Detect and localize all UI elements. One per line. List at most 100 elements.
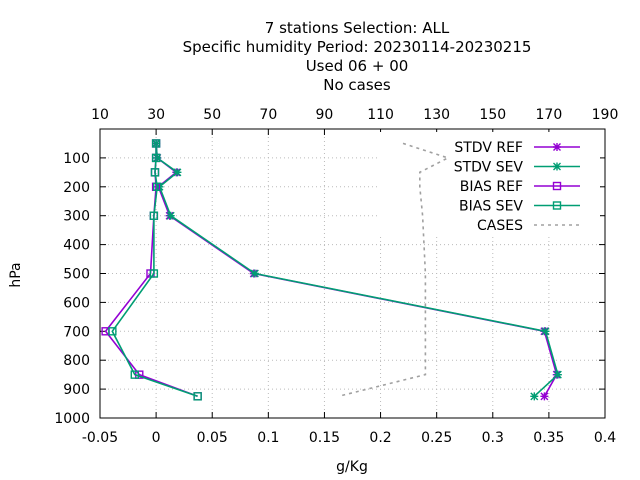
series-cases — [338, 142, 450, 398]
data-point — [149, 269, 159, 278]
legend-entry: BIAS REF — [460, 179, 580, 195]
legend-marker — [553, 162, 561, 171]
marker-square — [151, 139, 161, 148]
x2-tick-label: 110 — [367, 107, 394, 123]
marker-square — [149, 211, 159, 220]
x-tick-label: 0.2 — [369, 430, 391, 446]
marker-square — [193, 392, 202, 401]
y-tick-label: 1000 — [54, 411, 90, 427]
y-tick-label: 900 — [63, 382, 90, 398]
marker-square — [149, 269, 159, 278]
x-tick-label: 0 — [152, 430, 161, 446]
axis-ticks — [99, 129, 606, 419]
series-line — [338, 142, 450, 398]
legend-entry: STDV SEV — [454, 160, 580, 176]
x2-tick-label: 130 — [423, 107, 450, 123]
x-tick-label: -0.05 — [82, 430, 118, 446]
data-point — [193, 392, 202, 401]
x-tick-label: 0.4 — [594, 430, 616, 446]
marker-cross — [540, 392, 549, 401]
y-tick-label: 700 — [63, 324, 90, 340]
marker-cross — [553, 162, 561, 171]
data-point — [250, 269, 259, 278]
x2-tick-label: 190 — [592, 107, 619, 123]
legend-box — [378, 132, 600, 234]
legend-marker — [553, 143, 561, 151]
chart-title: 7 stations Selection: ALL Specific humid… — [183, 19, 532, 94]
legend-label: BIAS SEV — [459, 199, 523, 215]
y-tick-label: 200 — [63, 180, 90, 196]
marker-square — [151, 153, 161, 163]
data-point — [150, 168, 160, 177]
marker-square — [552, 201, 562, 210]
x-tick-label: 0.3 — [482, 430, 504, 446]
marker-square — [108, 327, 117, 336]
y-tick-label: 600 — [63, 295, 90, 311]
x2-tick-label: 90 — [316, 107, 334, 123]
x2-tick-label: 10 — [91, 107, 109, 123]
marker-square — [150, 168, 160, 177]
marker-cross — [553, 370, 562, 379]
marker-cross — [173, 168, 182, 177]
marker-cross — [541, 327, 550, 336]
x-tick-label: 0.1 — [257, 430, 279, 446]
data-point — [541, 327, 550, 336]
y-axis-label: hPa — [8, 262, 24, 287]
x2-tick-label: 30 — [147, 107, 165, 123]
series-layer — [101, 139, 562, 401]
x-tick-label: 0.35 — [533, 430, 564, 446]
x2-tick-label: 170 — [536, 107, 563, 123]
title-line-3: Used 06 + 00 — [306, 57, 409, 75]
marker-cross — [166, 211, 175, 220]
legend-marker — [552, 201, 562, 210]
x2-tick-label: 70 — [259, 107, 277, 123]
marker-square — [153, 182, 162, 192]
series-line — [111, 143, 198, 398]
y-tick-label: 300 — [63, 209, 90, 225]
y-tick-label: 100 — [63, 151, 90, 167]
y-tick-labels: 100 200 300 400 500 600 700 800 900 1000 — [54, 151, 90, 427]
data-point — [149, 211, 159, 220]
x2-tick-label: 50 — [203, 107, 221, 123]
legend-background — [378, 132, 600, 234]
data-point — [166, 211, 175, 220]
legend-entry: BIAS SEV — [459, 199, 580, 215]
x2-tick-label: 150 — [479, 107, 506, 123]
title-line-2: Specific humidity Period: 20230114-20230… — [183, 38, 532, 56]
title-line-1: 7 stations Selection: ALL — [265, 19, 450, 37]
data-point — [151, 153, 161, 163]
data-point — [151, 139, 161, 148]
marker-square — [130, 370, 139, 379]
x-tick-label: 0.25 — [421, 430, 452, 446]
x-tick-label: 0.15 — [309, 430, 340, 446]
data-point — [153, 153, 162, 162]
series-bias-sev — [108, 139, 202, 401]
data-point — [108, 327, 117, 336]
y-tick-label: 800 — [63, 353, 90, 369]
legend-entry: STDV REF — [454, 140, 580, 156]
x2-tick-labels: 10 30 50 70 90 110 130 150 170 190 — [91, 107, 618, 123]
legend-label: STDV REF — [454, 140, 523, 156]
data-point — [193, 392, 202, 401]
marker-cross — [530, 392, 539, 401]
legend: STDV REF STDV SEV BIAS REF BIAS SEV CASES — [454, 140, 580, 234]
legend-marker — [552, 181, 562, 191]
legend-label: STDV SEV — [454, 160, 524, 176]
series-stdv-sev — [152, 139, 562, 401]
x-tick-labels: -0.05 0 0.05 0.1 0.15 0.2 0.25 0.3 0.35 0.4 — [82, 430, 616, 446]
legend-label: CASES — [477, 218, 523, 234]
y-tick-label: 400 — [63, 238, 90, 254]
y-tick-label: 500 — [63, 267, 90, 283]
legend-entry: CASES — [477, 218, 580, 234]
marker-square — [193, 392, 202, 401]
marker-cross — [250, 269, 259, 278]
data-point — [130, 370, 139, 379]
x-tick-label: 0.05 — [197, 430, 228, 446]
marker-cross — [553, 143, 561, 151]
data-point — [173, 168, 182, 177]
legend-label: BIAS REF — [460, 179, 523, 195]
marker-square — [552, 181, 562, 191]
data-point — [153, 182, 162, 192]
marker-cross — [153, 153, 162, 162]
data-point — [540, 392, 549, 401]
